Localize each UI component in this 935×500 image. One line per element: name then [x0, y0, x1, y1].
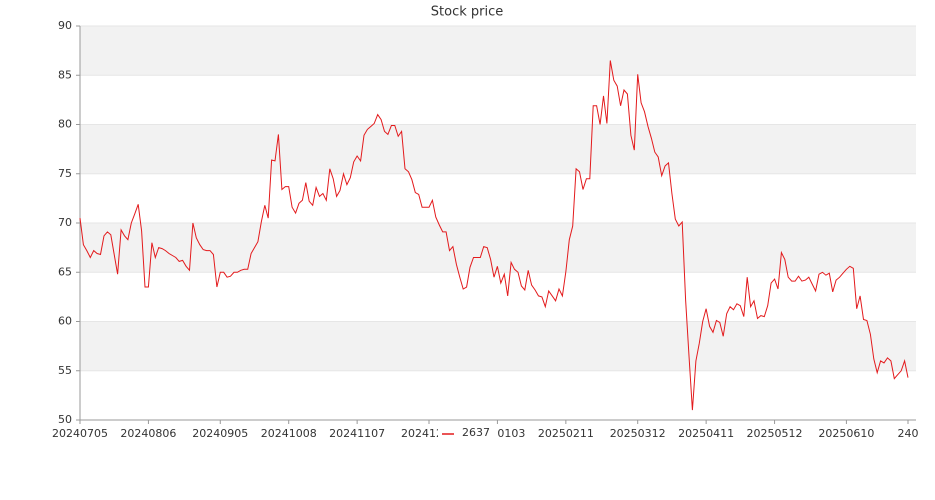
x-tick-label: 20250411: [678, 427, 734, 440]
x-tick-label: 20240705: [52, 427, 108, 440]
y-tick-label: 75: [58, 167, 72, 180]
x-tick-label: 20240806: [120, 427, 176, 440]
legend-label: 2637: [462, 426, 490, 439]
x-tick-label: 20250211: [538, 427, 594, 440]
y-tick-label: 90: [58, 19, 72, 32]
x-tick-label: 20241107: [329, 427, 385, 440]
legend-box: [438, 426, 498, 442]
grid-band: [80, 26, 916, 76]
x-tick-label: 20241008: [261, 427, 317, 440]
y-tick-label: 70: [58, 216, 72, 229]
x-tick-label: 20250312: [610, 427, 666, 440]
x-tick-label: 20240905: [192, 427, 248, 440]
x-tick-label: 240: [898, 427, 919, 440]
y-tick-label: 80: [58, 118, 72, 131]
y-tick-label: 60: [58, 315, 72, 328]
y-tick-label: 50: [58, 413, 72, 426]
y-tick-label: 65: [58, 265, 72, 278]
chart-title: Stock price: [431, 5, 503, 20]
x-tick-label: 20250610: [818, 427, 874, 440]
grid-band: [80, 124, 916, 174]
grid-band: [80, 223, 916, 273]
y-tick-label: 85: [58, 68, 72, 81]
price-line: [79, 60, 909, 411]
x-tick-label: 20250512: [747, 427, 803, 440]
grid-band: [80, 321, 916, 371]
y-tick-label: 55: [58, 364, 72, 377]
